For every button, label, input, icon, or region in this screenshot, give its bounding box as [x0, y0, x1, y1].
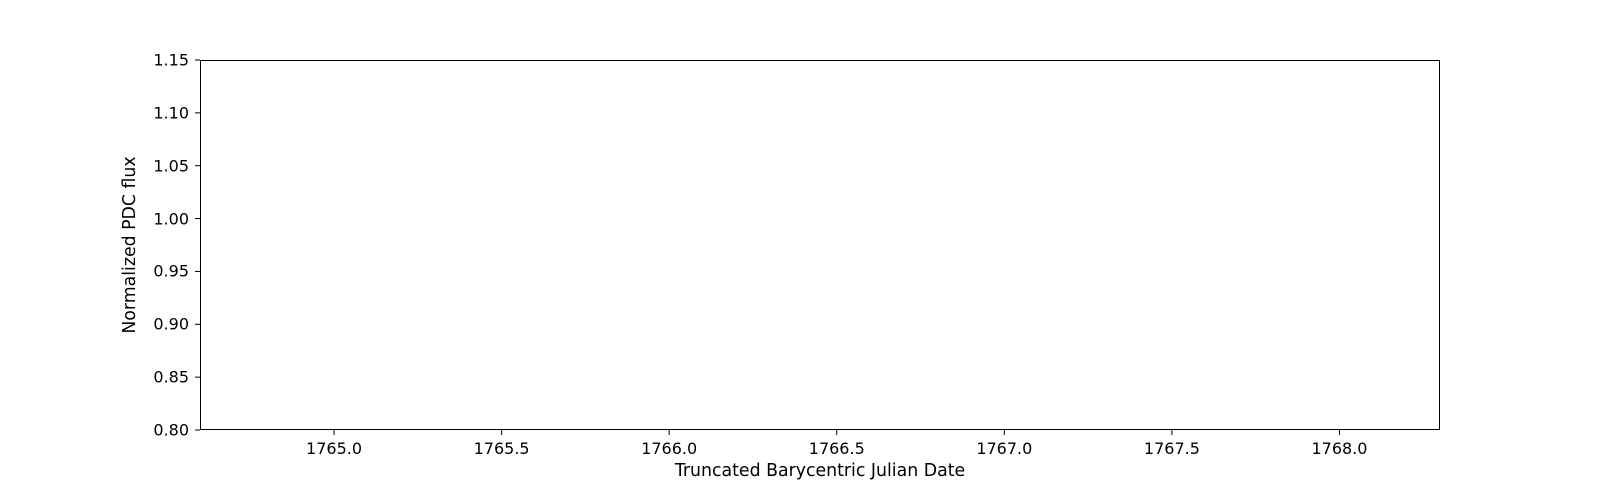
y-tick-label: 1.05 [153, 156, 189, 175]
x-tick-label: 1767.0 [976, 439, 1032, 458]
figure: Truncated Barycentric Julian Date Normal… [0, 0, 1600, 500]
y-tick-label: 1.10 [153, 103, 189, 122]
y-tick-label: 1.15 [153, 51, 189, 70]
x-tick-label: 1766.0 [641, 439, 697, 458]
x-tick-label: 1765.5 [474, 439, 530, 458]
y-tick-label: 0.90 [153, 315, 189, 334]
y-axis-label: Normalized PDC flux [120, 156, 140, 333]
x-axis-label: Truncated Barycentric Julian Date [675, 461, 965, 481]
plot-area [200, 60, 1440, 430]
y-tick-label: 0.85 [153, 368, 189, 387]
y-tick-label: 0.80 [153, 421, 189, 440]
y-tick-label: 0.95 [153, 262, 189, 281]
y-tick-label: 1.00 [153, 209, 189, 228]
x-tick-label: 1765.0 [306, 439, 362, 458]
x-tick-label: 1766.5 [809, 439, 865, 458]
x-tick-label: 1767.5 [1144, 439, 1200, 458]
x-tick-label: 1768.0 [1311, 439, 1367, 458]
